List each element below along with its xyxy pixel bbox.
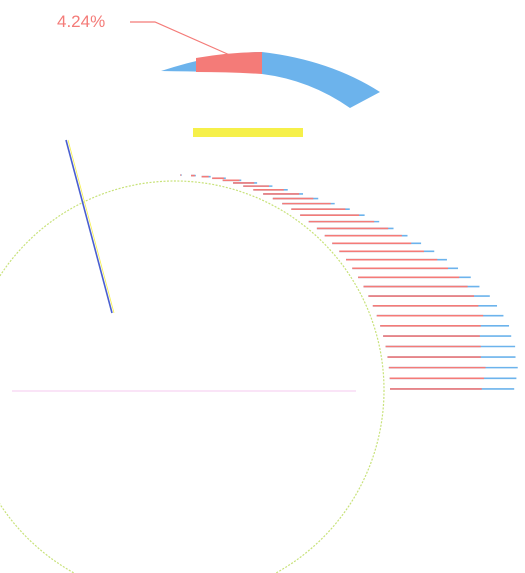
callout-annotation: 4.24% xyxy=(57,12,233,57)
top-wedge-c xyxy=(262,52,380,108)
yellow-spoke xyxy=(67,139,115,314)
blue-spoke xyxy=(65,139,113,314)
highlight-bar xyxy=(193,128,303,137)
callout-leader-line xyxy=(130,21,233,57)
percent-callout-label: 4.24% xyxy=(57,12,105,31)
top-wedge-a xyxy=(196,52,262,74)
radial-bars xyxy=(161,52,518,390)
inner-ring-outline xyxy=(0,180,385,573)
chart-decorations xyxy=(0,128,385,573)
